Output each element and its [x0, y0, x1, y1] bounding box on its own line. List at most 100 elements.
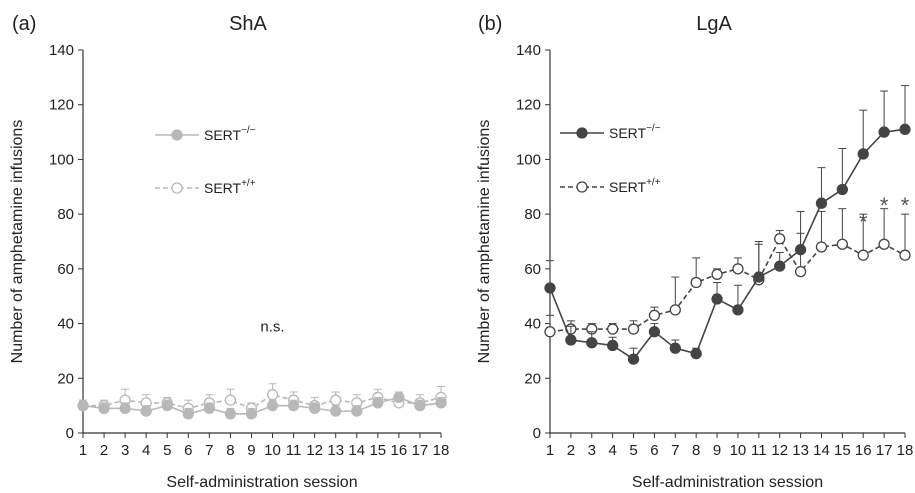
data-point — [794, 265, 807, 278]
x-tick-label: 16 — [855, 442, 872, 459]
series-sert-wt — [544, 208, 911, 338]
annotation-text: n.s. — [260, 318, 284, 335]
series-line — [549, 128, 906, 361]
data-point — [266, 389, 279, 401]
data-point — [544, 326, 556, 338]
chart-title: LgA — [696, 13, 732, 35]
data-point — [435, 397, 447, 409]
x-tick-label: 3 — [588, 442, 596, 459]
data-point — [544, 282, 556, 294]
y-tick-label: 120 — [516, 97, 541, 114]
data-point — [287, 399, 300, 412]
data-point — [711, 268, 723, 280]
legend-label-sup: +/+ — [241, 178, 256, 189]
data-point — [140, 405, 152, 417]
x-tick-label: 16 — [391, 442, 408, 459]
data-point — [732, 263, 744, 275]
data-point — [203, 402, 216, 415]
data-point — [669, 304, 681, 316]
legend-marker — [576, 181, 588, 193]
x-tick-label: 3 — [121, 442, 129, 459]
x-tick-label: 9 — [713, 442, 721, 459]
data-point — [330, 405, 342, 417]
data-point — [372, 397, 384, 409]
y-tick-label: 140 — [49, 42, 74, 59]
legend-label-base: SERT — [204, 127, 242, 143]
significance-star: * — [880, 193, 889, 218]
data-point — [836, 238, 849, 250]
data-point — [245, 408, 258, 420]
series-line — [83, 393, 442, 410]
panel-label: (b) — [478, 13, 502, 35]
legend-marker — [171, 129, 183, 141]
data-point — [774, 233, 786, 245]
data-point — [182, 408, 194, 420]
legend-label: SERT−/− — [609, 123, 661, 141]
data-point — [857, 249, 869, 261]
series-sert-ko — [77, 391, 447, 420]
data-point — [836, 183, 849, 196]
data-point — [606, 339, 619, 352]
x-tick-label: 4 — [142, 442, 150, 459]
data-point — [899, 123, 911, 135]
data-point — [878, 126, 890, 138]
x-tick-label: 5 — [629, 442, 637, 459]
x-axis-label: Self-administration session — [632, 474, 823, 491]
x-tick-label: 18 — [433, 442, 450, 459]
legend-label: SERT+/+ — [609, 177, 661, 195]
data-point — [627, 353, 640, 365]
x-tick-label: 13 — [327, 442, 344, 459]
x-tick-label: 7 — [671, 442, 679, 459]
data-point — [98, 402, 110, 415]
panel-label: (a) — [12, 13, 36, 35]
data-point — [857, 148, 869, 160]
y-tick-label: 60 — [57, 261, 74, 278]
legend-marker — [171, 182, 183, 194]
y-tick-label: 120 — [49, 97, 74, 114]
x-tick-label: 11 — [286, 442, 302, 459]
legend-entry: SERT+/+ — [155, 178, 256, 196]
significance-star: * — [859, 210, 868, 235]
data-point — [266, 399, 279, 412]
x-tick-label: 10 — [730, 442, 747, 459]
data-point — [224, 394, 237, 406]
legend-label-sup: +/+ — [646, 177, 661, 188]
y-axis-label: Number of amphetamine infusions — [9, 120, 26, 364]
data-point — [648, 326, 661, 338]
data-point — [711, 293, 723, 305]
legend-entry: SERT+/+ — [560, 177, 661, 195]
x-tick-label: 14 — [348, 442, 365, 459]
y-tick-label: 80 — [524, 206, 541, 223]
data-point — [690, 276, 702, 289]
y-tick-label: 60 — [524, 261, 541, 278]
x-tick-label: 15 — [834, 442, 851, 459]
x-tick-label: 1 — [79, 442, 87, 459]
data-point — [565, 334, 577, 346]
x-tick-label: 2 — [100, 442, 108, 459]
x-tick-label: 10 — [264, 442, 281, 459]
series-line — [82, 396, 442, 415]
x-tick-label: 11 — [751, 442, 767, 459]
data-point — [351, 405, 363, 417]
legend-entry: SERT−/− — [560, 123, 661, 141]
data-point — [224, 408, 237, 420]
y-tick-label: 40 — [57, 316, 74, 333]
x-tick-label: 6 — [184, 442, 192, 459]
data-point — [732, 304, 744, 316]
x-tick-label: 13 — [792, 442, 809, 459]
y-tick-label: 0 — [533, 425, 541, 442]
data-point — [330, 394, 342, 406]
y-axis-label: Number of amphetamine infusions — [476, 120, 493, 364]
y-tick-label: 100 — [49, 151, 74, 168]
y-tick-label: 100 — [516, 151, 541, 168]
x-tick-label: 4 — [608, 442, 616, 459]
data-point — [161, 399, 173, 412]
data-point — [669, 342, 681, 354]
y-tick-label: 20 — [524, 370, 541, 387]
legend-label: SERT+/+ — [204, 178, 256, 196]
data-point — [308, 402, 321, 415]
data-point — [606, 323, 619, 335]
